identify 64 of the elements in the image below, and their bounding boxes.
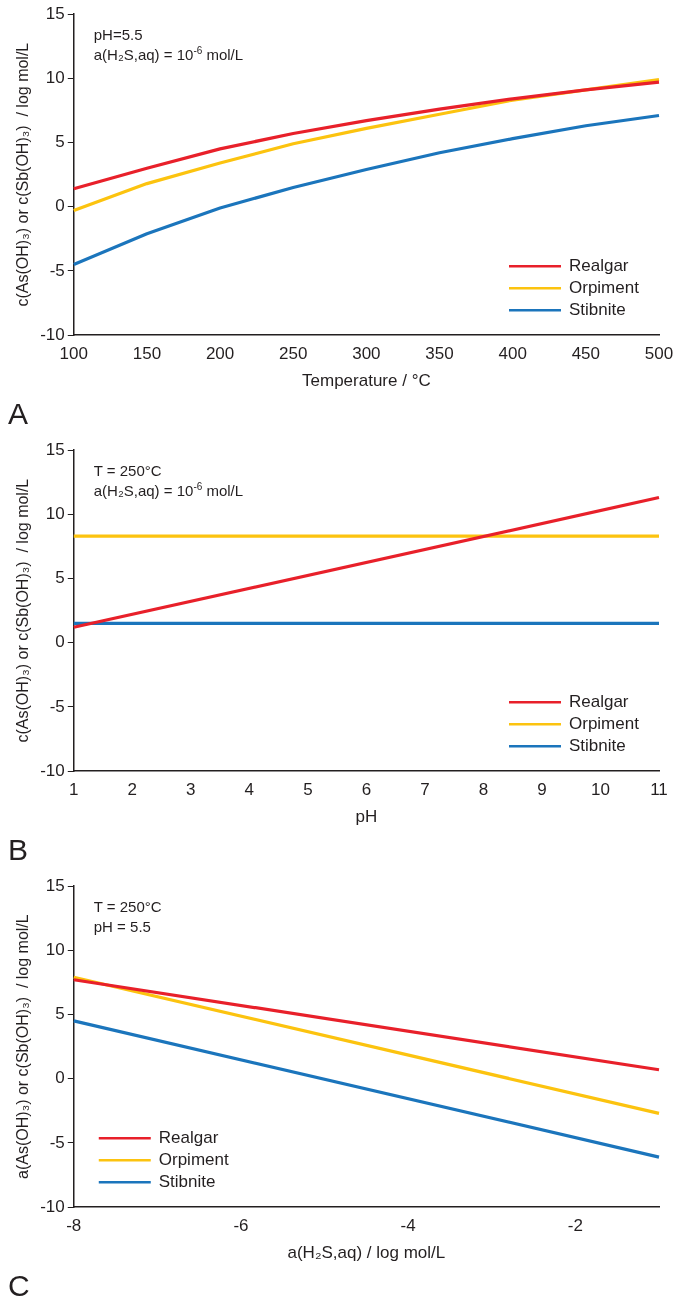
x-tick-label: 10	[591, 780, 610, 800]
y-tick-label: -10	[40, 760, 65, 780]
x-tick-label: 500	[644, 344, 674, 364]
legend-label: Orpiment	[158, 1149, 229, 1169]
x-tick-label: 11	[650, 780, 668, 800]
legend-label: Realgar	[158, 1127, 219, 1147]
y-tick-label: -5	[49, 1132, 65, 1152]
y-axis-title: c(As(OH)₃) or c(Sb(OH)₃) / log mol/L	[14, 42, 32, 307]
x-tick-label: -4	[400, 1216, 416, 1236]
x-tick-label: 300	[352, 344, 381, 364]
text: C	[8, 1269, 30, 1302]
x-tick-label: -2	[567, 1216, 583, 1236]
annotation: T = 250°C	[93, 898, 162, 915]
legend-label: Realgar	[569, 691, 629, 711]
x-tick-label: 6	[361, 780, 372, 800]
y-tick-label: 15	[45, 439, 65, 459]
annotation: pH=5.5	[93, 26, 143, 43]
legend-label: Stibnite	[569, 299, 626, 319]
y-tick-label: 10	[45, 939, 65, 959]
annotation: T = 250°C	[93, 462, 162, 479]
x-tick-label: 9	[537, 780, 547, 800]
text: A	[8, 397, 29, 430]
x-tick-label: 7	[420, 780, 430, 800]
x-axis-title: a(H₂S,aq) / log mol/L	[287, 1243, 446, 1263]
y-tick-label: -5	[49, 696, 65, 716]
y-tick-label: -10	[40, 324, 65, 344]
x-tick-label: 2	[127, 780, 138, 800]
y-tick-label: 15	[45, 3, 65, 23]
x-axis-title: Temperature / °C	[302, 371, 431, 391]
x-tick-label: 5	[303, 780, 313, 800]
x-tick-label: 350	[425, 344, 454, 364]
legend-label: Orpiment	[569, 713, 640, 733]
y-tick-label: 5	[55, 1004, 65, 1024]
y-axis-title: a(As(OH)₃) or c(Sb(OH)₃) / log mol/L	[14, 914, 32, 1179]
legend-label: Realgar	[569, 255, 629, 275]
text: B	[8, 833, 29, 866]
x-axis-title: pH	[355, 807, 378, 827]
y-tick-label: 0	[55, 1068, 65, 1088]
y-tick-label: 5	[55, 568, 65, 588]
x-tick-label: 450	[571, 344, 601, 364]
x-tick-label: 100	[59, 344, 88, 364]
y-tick-label: 10	[45, 67, 65, 87]
x-tick-label: -8	[66, 1216, 82, 1236]
annotation: pH = 5.5	[93, 918, 151, 935]
x-tick-label: 4	[244, 780, 255, 800]
legend-label: Stibnite	[158, 1171, 216, 1191]
x-tick-label: -6	[233, 1216, 249, 1236]
y-tick-label: 5	[55, 132, 65, 152]
x-tick-label: 3	[186, 780, 196, 800]
x-tick-label: 150	[132, 344, 162, 364]
x-tick-label: 250	[279, 344, 308, 364]
y-tick-label: 0	[55, 196, 65, 216]
x-tick-label: 8	[478, 780, 489, 800]
y-tick-label: -10	[40, 1196, 65, 1216]
y-axis-title: c(As(OH)₃) or c(Sb(OH)₃) / log mol/L	[14, 478, 32, 743]
y-tick-label: 15	[45, 875, 65, 895]
x-tick-label: 200	[205, 344, 235, 364]
legend-label: Orpiment	[569, 277, 640, 297]
x-tick-label: 400	[498, 344, 527, 364]
y-tick-label: -5	[49, 260, 65, 280]
y-tick-label: 0	[55, 632, 65, 652]
x-tick-label: 1	[69, 780, 79, 800]
legend-label: Stibnite	[569, 735, 626, 755]
y-tick-label: 10	[45, 503, 65, 523]
